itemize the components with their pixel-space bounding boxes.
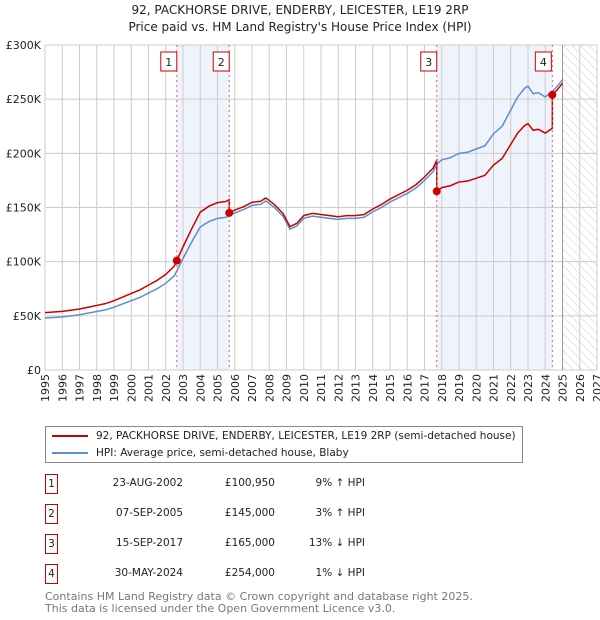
x-tick-label: 1998: [91, 374, 104, 402]
chart-subtitle: Price paid vs. HM Land Registry's House …: [128, 20, 472, 34]
x-tick-label: 2006: [229, 374, 242, 402]
x-tick-label: 2024: [539, 374, 552, 402]
sale-date: 30-MAY-2024: [114, 567, 183, 579]
sale-label: 3: [425, 56, 432, 69]
footer-line-2: This data is licensed under the Open Gov…: [45, 602, 396, 615]
sale-hpi-diff: 9% ↑ HPI: [315, 477, 365, 489]
sale-row: 1 23-AUG-2002 £100,950 9% ↑ HPI: [45, 474, 385, 494]
sale-label: 1: [165, 56, 172, 69]
sale-number: 4: [45, 564, 58, 584]
sale-label: 4: [540, 56, 547, 69]
legend-swatch: [52, 435, 88, 437]
sale-label-box: [420, 51, 438, 72]
x-tick-label: 2023: [522, 374, 535, 402]
y-tick-label: £200K: [6, 147, 42, 160]
x-tick-label: 2018: [436, 374, 449, 402]
sale-hpi-diff: 13% ↓ HPI: [308, 537, 365, 549]
y-tick-label: £150K: [6, 202, 42, 215]
legend-label: 92, PACKHORSE DRIVE, ENDERBY, LEICESTER,…: [96, 430, 516, 442]
sale-point: [432, 187, 441, 196]
legend-label: HPI: Average price, semi-detached house,…: [96, 447, 349, 459]
x-tick-label: 2019: [453, 374, 466, 402]
legend-item-property: 92, PACKHORSE DRIVE, ENDERBY, LEICESTER,…: [52, 428, 516, 444]
x-tick-label: 2005: [212, 374, 225, 402]
sale-label-box: [534, 51, 552, 72]
x-tick-label: 2010: [298, 374, 311, 402]
sale-price: £254,000: [224, 567, 275, 579]
x-tick-label: 2002: [160, 374, 173, 402]
x-tick-label: 2000: [125, 374, 138, 402]
hpi-line: [45, 79, 564, 319]
x-tick-label: 2004: [194, 374, 207, 402]
legend-item-hpi: HPI: Average price, semi-detached house,…: [52, 445, 349, 461]
sale-price: £165,000: [224, 537, 275, 549]
sale-date: 07-SEP-2005: [115, 507, 183, 519]
x-tick-label: 1999: [108, 374, 121, 402]
legend: 92, PACKHORSE DRIVE, ENDERBY, LEICESTER,…: [45, 426, 523, 463]
sale-label-box: [160, 51, 178, 72]
x-tick-label: 2007: [246, 374, 259, 402]
sale-date: 23-AUG-2002: [112, 477, 183, 489]
y-tick-label: £50K: [13, 310, 42, 323]
x-tick-label: 2003: [177, 374, 190, 402]
x-tick-label: 2008: [263, 374, 276, 402]
sale-label: 2: [218, 56, 225, 69]
sale-date: 15-SEP-2017: [115, 537, 183, 549]
x-tick-label: 2012: [332, 374, 345, 402]
y-tick-label: £0: [27, 364, 41, 377]
y-tick-label: £250K: [6, 93, 42, 106]
sale-point: [548, 90, 557, 99]
sale-number: 3: [45, 534, 58, 554]
sale-hpi-diff: 3% ↑ HPI: [315, 507, 365, 519]
footer-line-1: Contains HM Land Registry data © Crown c…: [45, 590, 473, 603]
sale-label-box: [212, 51, 230, 72]
sale-point: [225, 208, 234, 217]
x-tick-label: 2025: [557, 374, 570, 402]
x-tick-label: 2015: [384, 374, 397, 402]
sale-row: 2 07-SEP-2005 £145,000 3% ↑ HPI: [45, 504, 385, 524]
property-price-line: [45, 82, 564, 314]
x-tick-label: 2027: [591, 374, 600, 402]
x-tick-label: 2013: [350, 374, 363, 402]
x-tick-label: 1997: [74, 374, 87, 402]
sale-number: 2: [45, 504, 58, 524]
x-tick-label: 2022: [505, 374, 518, 402]
x-tick-label: 1996: [56, 374, 69, 402]
sale-row: 4 30-MAY-2024 £254,000 1% ↓ HPI: [45, 564, 385, 584]
sale-price: £145,000: [224, 507, 275, 519]
x-tick-label: 2001: [143, 374, 156, 402]
x-tick-label: 2016: [401, 374, 414, 402]
sale-number: 1: [45, 474, 58, 494]
x-tick-label: 2020: [470, 374, 483, 402]
x-tick-label: 2014: [367, 374, 380, 402]
x-tick-label: 2026: [574, 374, 587, 402]
y-tick-label: £300K: [6, 39, 42, 52]
x-tick-label: 2021: [488, 374, 501, 402]
x-tick-label: 2009: [281, 374, 294, 402]
sale-hpi-diff: 1% ↓ HPI: [315, 567, 365, 579]
y-tick-label: £100K: [6, 256, 42, 269]
x-tick-label: 2011: [315, 374, 328, 402]
sale-row: 3 15-SEP-2017 £165,000 13% ↓ HPI: [45, 534, 385, 554]
chart-title: 92, PACKHORSE DRIVE, ENDERBY, LEICESTER,…: [131, 3, 469, 17]
sale-point: [172, 256, 181, 265]
x-tick-label: 2017: [419, 374, 432, 402]
sale-price: £100,950: [224, 477, 275, 489]
x-tick-label: 1995: [39, 374, 52, 402]
legend-swatch: [52, 452, 88, 454]
line-chart: 1995 1996 1997 1998 1999 2000 2001 2002 2003 2004…: [6, 39, 600, 402]
